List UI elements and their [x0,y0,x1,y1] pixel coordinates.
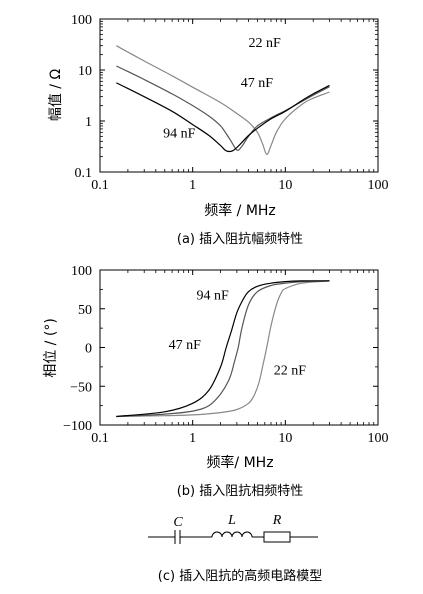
inductor-coil [211,531,253,538]
b-series-94nf [116,280,330,418]
a-xtick-label: 100 [368,178,389,193]
a-xtick-label: 1 [189,178,196,193]
b-xtick-label: 1 [189,431,196,446]
chart-b-xlabel: 频率/ MHz [206,454,273,471]
chart-b-ylabel: 相位 / (°) [43,318,59,378]
a-series-22nf [116,45,330,156]
a-ytick-label: 100 [71,13,92,28]
b-ytick-label: −100 [63,419,92,434]
a-series-label: 47 nF [241,76,274,91]
a-series-label: 22 nF [248,36,281,51]
circuit-caption: (c) 插入阻抗的高频电路模型 [158,568,322,584]
chart-b: 0.1 1 10 100 100 50 0 −50 −100 94 nF 47 nF 22 nF 相… [43,264,389,499]
chart-b-frame [99,269,379,426]
b-series-label: 22 nF [274,364,307,379]
a-series-label: 94 nF [163,126,196,141]
chart-a-frame [99,18,379,173]
a-ytick-label: 10 [78,64,92,79]
capacitor-label: C [173,515,183,530]
chart-a-xlabel: 频率 / MHz [204,202,276,219]
b-ytick-label: 0 [85,342,92,357]
b-series-47nf [116,280,330,418]
b-ytick-label: 100 [71,264,92,279]
a-series-94nf [116,82,330,153]
b-series-22nf [116,280,330,418]
b-xtick-label: 0.1 [91,431,109,446]
a-xtick-label: 0.1 [91,178,109,193]
chart-a-caption: (a) 插入阻抗幅频特性 [177,232,303,247]
b-series-label: 94 nF [197,288,230,303]
b-xtick-label: 10 [278,431,292,446]
chart-a: 0.1 1 10 100 100 10 1 0.1 22 nF 47 nF 94 nF 幅值 / … [48,13,389,247]
b-series-label: 47 nF [169,338,202,353]
b-ytick-label: −50 [70,380,92,395]
a-ytick-label: 0.1 [75,166,93,181]
circuit-diagram [148,530,318,544]
a-ytick-label: 1 [85,115,92,130]
resistor-body [263,531,291,543]
b-ytick-label: 50 [78,303,92,318]
b-xtick-label: 100 [368,431,389,446]
resistor-label: R [272,513,282,528]
a-xtick-label: 10 [278,178,292,193]
inductor-label: L [227,513,236,528]
chart-b-caption: (b) 插入阻抗相频特性 [177,484,304,499]
chart-a-ylabel: 幅值 / Ω [48,69,64,122]
